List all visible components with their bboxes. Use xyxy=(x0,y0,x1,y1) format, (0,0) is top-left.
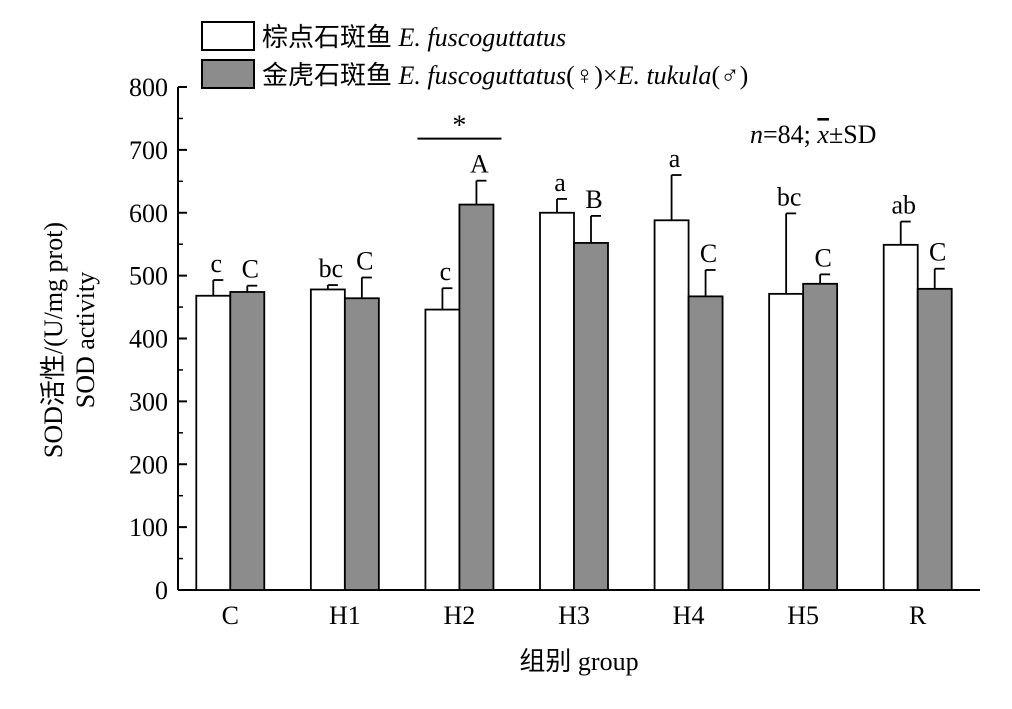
legend-label-series-2: 金虎石斑鱼 E. fuscoguttatus(♀)×E. tukula(♂) xyxy=(262,61,748,90)
bar-series-1-c xyxy=(195,294,232,591)
bar-series-2-h3 xyxy=(573,242,609,591)
significance-letter-series-1-h3: a xyxy=(554,168,566,197)
x-tick-label-h1: H1 xyxy=(329,601,361,630)
y-tick-label: 100 xyxy=(129,513,168,542)
significance-letter-series-1-h2: c xyxy=(440,257,452,286)
significance-letter-series-2-c: C xyxy=(242,255,259,284)
y-axis-label-cn: SOD活性/(U/mg prot) xyxy=(39,222,68,458)
x-axis-label: 组别 group xyxy=(519,647,638,676)
significance-letter-series-1-h1: bc xyxy=(319,254,344,283)
bar-series-2-r xyxy=(916,287,953,591)
x-tick-label-h2: H2 xyxy=(444,601,476,630)
legend: 棕点石斑鱼 E. fuscoguttatus 金虎石斑鱼 E. fuscogut… xyxy=(201,21,748,90)
significance-letter-series-1-h5: bc xyxy=(777,182,802,211)
significance-letter-series-1-c: c xyxy=(211,249,223,278)
x-tick-label-h4: H4 xyxy=(673,601,705,630)
bar-series-2-c xyxy=(229,291,266,591)
bar-series-1-r xyxy=(882,243,919,591)
legend-swatch-series-1 xyxy=(201,21,255,51)
significance-letter-series-2-h1: C xyxy=(356,247,373,276)
y-tick-label: 200 xyxy=(129,450,168,479)
significance-letter-series-2-h3: B xyxy=(585,185,602,214)
y-tick-label: 600 xyxy=(129,199,168,228)
y-tick-label: 300 xyxy=(129,387,168,416)
y-tick-label: 0 xyxy=(155,576,168,605)
bar-series-1-h2 xyxy=(424,308,461,591)
x-tick-label-h5: H5 xyxy=(787,601,819,630)
bar-series-2-h1 xyxy=(343,297,380,591)
bar-series-1-h1 xyxy=(309,288,346,591)
significance-letter-series-2-h4: C xyxy=(700,239,717,268)
significance-letter-series-2-h5: C xyxy=(814,243,831,272)
y-tick-label: 700 xyxy=(129,136,168,165)
significance-letter-series-1-r: ab xyxy=(891,191,916,220)
bar-series-1-h4 xyxy=(653,219,690,591)
bar-series-2-h4 xyxy=(687,295,724,591)
significance-star-h2: * xyxy=(452,111,466,142)
y-axis-label-en: SOD activity xyxy=(71,272,100,409)
stats-annotation: n=84; x±SD xyxy=(750,120,876,149)
significance-letter-series-2-h2: A xyxy=(470,150,489,179)
legend-label-series-1: 棕点石斑鱼 E. fuscoguttatus xyxy=(262,23,566,52)
bar-series-1-h5 xyxy=(768,292,805,591)
x-tick-label-r: R xyxy=(909,601,927,630)
y-tick-label: 400 xyxy=(129,325,168,354)
significance-letter-series-2-r: C xyxy=(929,238,946,267)
bar-series-1-h3 xyxy=(539,211,575,591)
y-tick-label: 500 xyxy=(129,262,168,291)
x-tick-label-c: C xyxy=(222,601,239,630)
y-tick-label: 800 xyxy=(129,73,168,102)
bar-series-2-h5 xyxy=(802,282,839,591)
bar-series-2-h2 xyxy=(458,203,495,591)
x-tick-label-h3: H3 xyxy=(558,601,590,630)
significance-letter-series-1-h4: a xyxy=(669,144,681,173)
legend-swatch-series-2 xyxy=(201,59,255,89)
